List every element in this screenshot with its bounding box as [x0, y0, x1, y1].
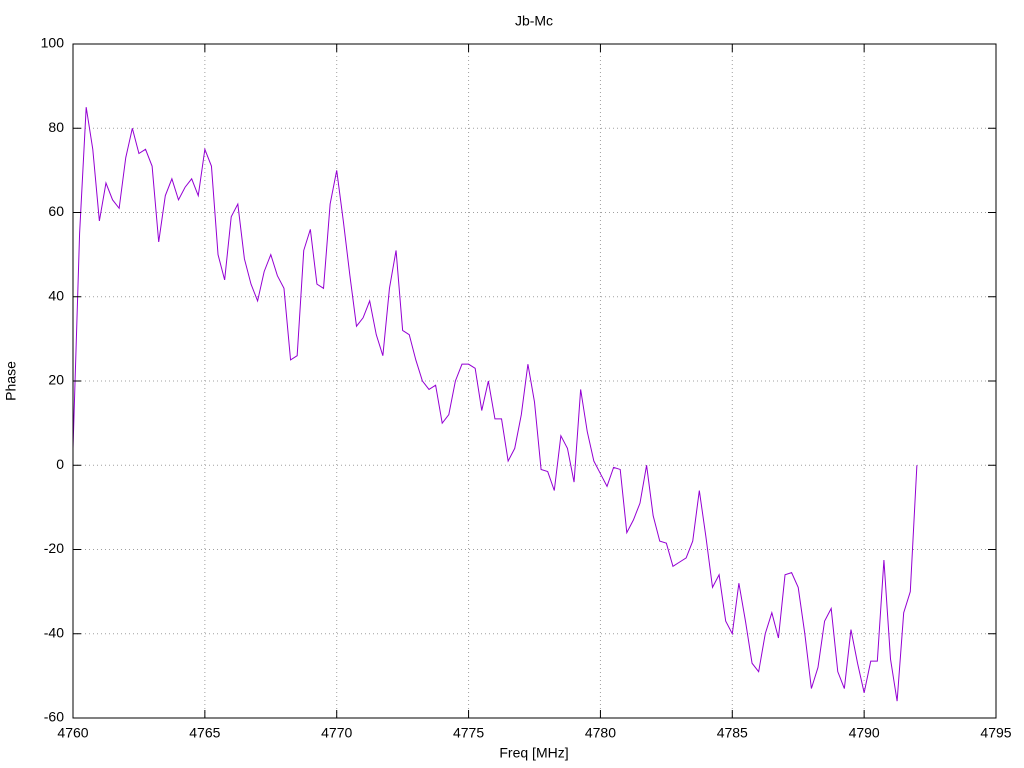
y-tick-label: -40: [44, 624, 64, 640]
x-tick-label: 4765: [189, 725, 220, 741]
x-tick-label: 4760: [57, 725, 88, 741]
y-tick-label: 20: [48, 372, 64, 388]
x-tick-label: 4775: [453, 725, 484, 741]
y-axis-label: Phase: [3, 361, 19, 401]
x-tick-label: 4790: [849, 725, 880, 741]
y-tick-label: -60: [44, 709, 64, 725]
y-tick-label: 100: [41, 35, 65, 51]
chart-title: Jb-Mc: [515, 13, 553, 29]
x-tick-label: 4780: [585, 725, 616, 741]
x-tick-label: 4785: [717, 725, 748, 741]
data-line: [72, 107, 918, 702]
grid: [72, 43, 997, 719]
y-tick-label: -20: [44, 540, 64, 556]
x-tick-label: 4770: [321, 725, 352, 741]
plot: [72, 107, 918, 702]
y-tick-label: 0: [56, 456, 64, 472]
x-axis-label: Freq [MHz]: [499, 745, 568, 761]
x-tick-label: 4795: [980, 725, 1011, 741]
y-tick-label: 40: [48, 287, 64, 303]
y-tick-label: 80: [48, 119, 64, 135]
y-tick-label: 60: [48, 203, 64, 219]
